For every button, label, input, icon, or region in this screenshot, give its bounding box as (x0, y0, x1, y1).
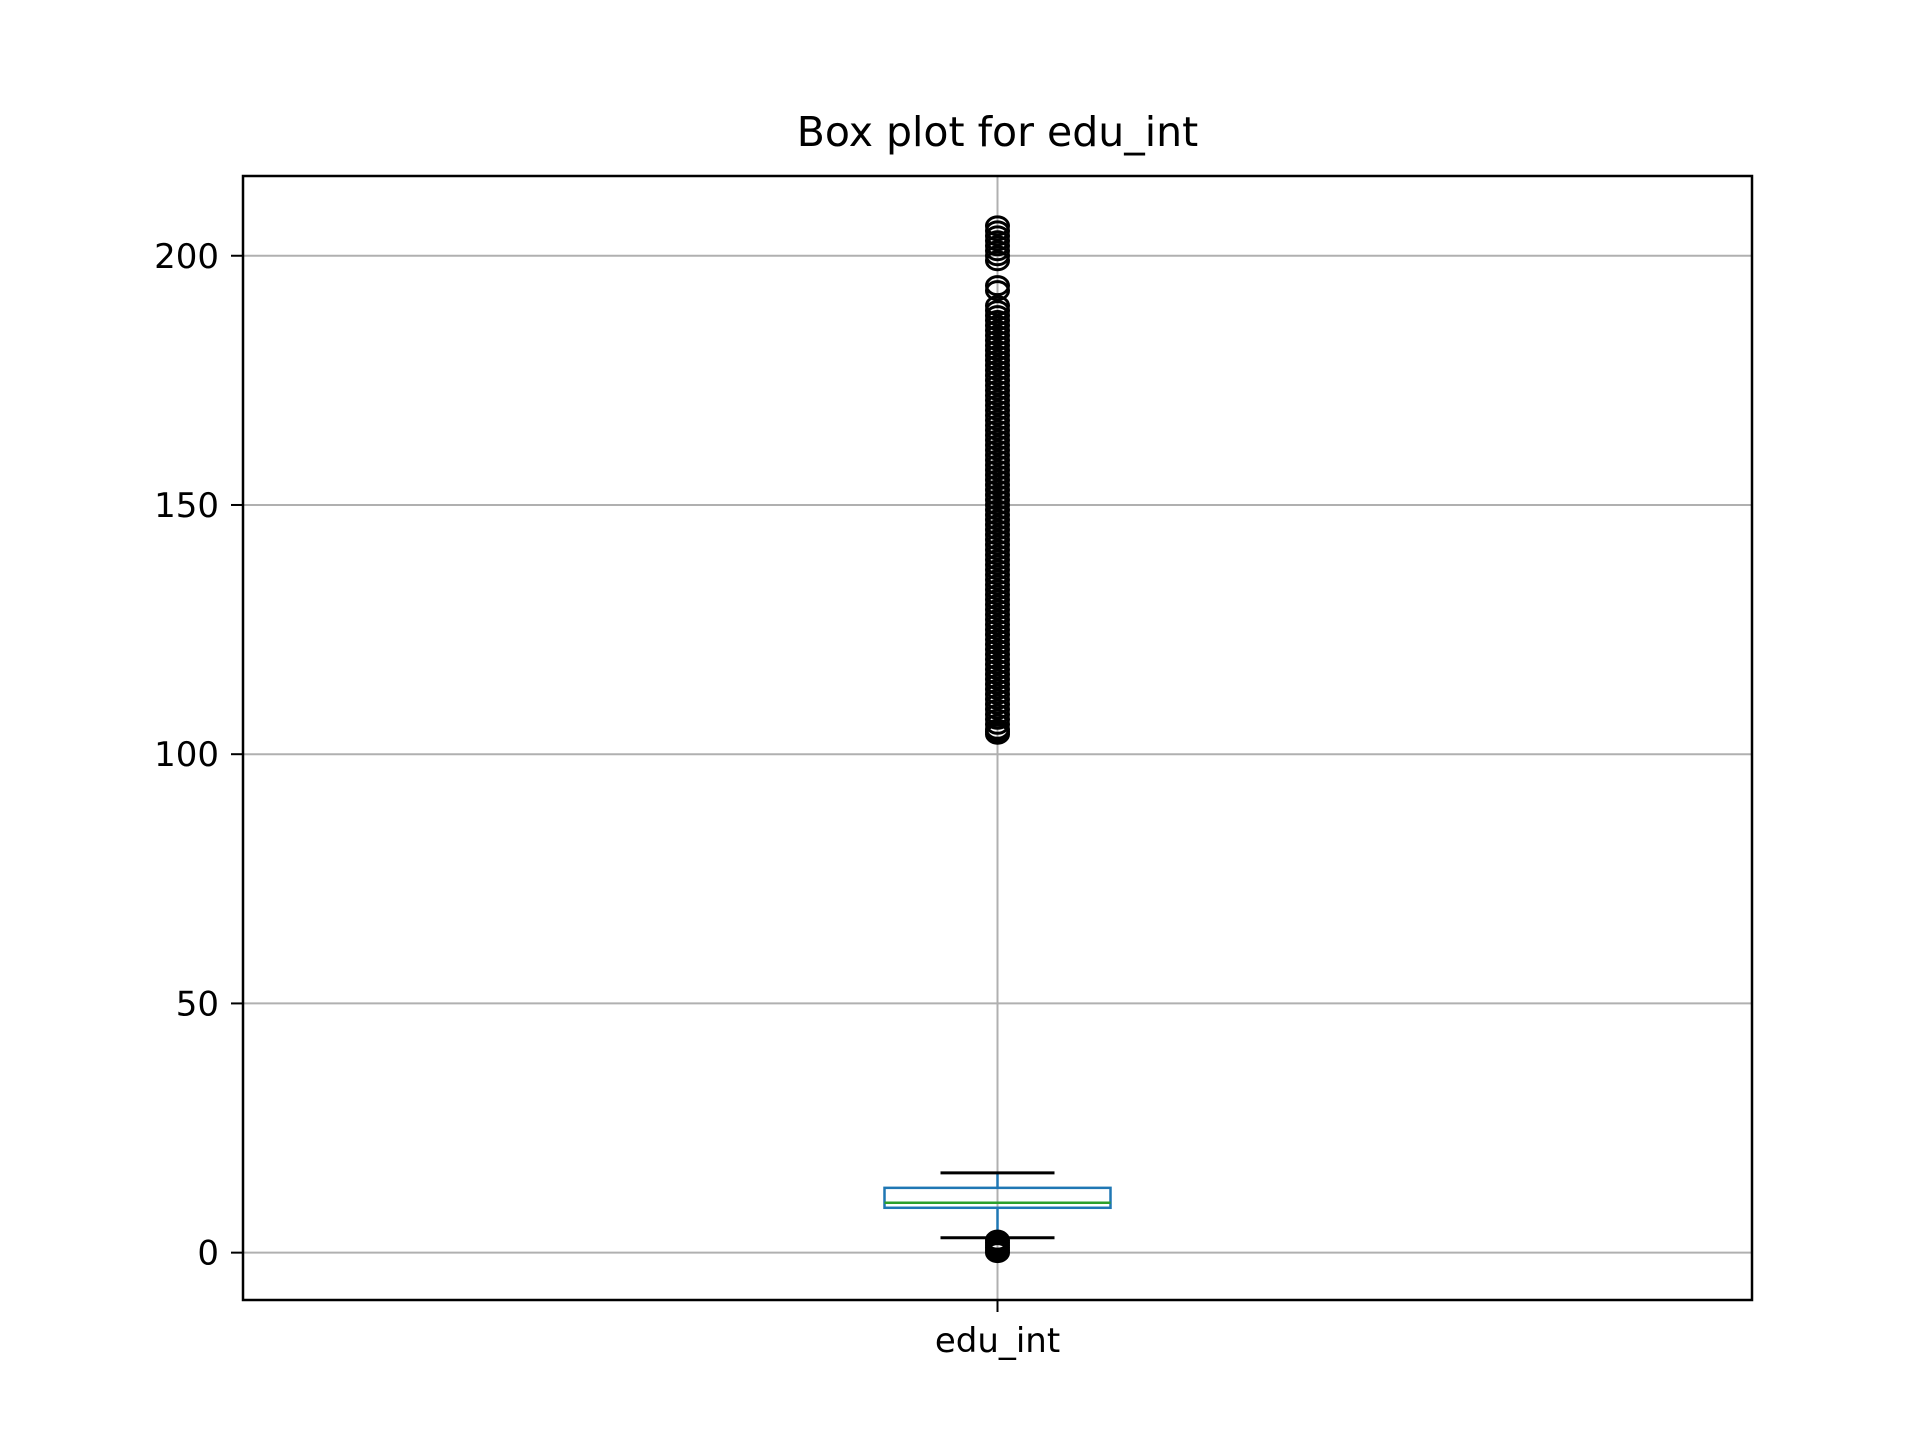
y-tick-label: 100 (154, 735, 219, 775)
outlier-point (985, 215, 1010, 237)
y-tick-label: 0 (197, 1234, 219, 1274)
axes-frame (241, 174, 1754, 1302)
axis-ticks: 0 50 100 150 200 edu_int (154, 237, 1060, 1361)
outlier-point (985, 275, 1010, 297)
outlier-point (985, 1229, 1010, 1251)
interquartile-box (883, 1186, 1112, 1210)
outlier-point (985, 295, 1010, 317)
y-tick-label: 150 (154, 486, 219, 526)
chart-title: Box plot for edu_int (797, 108, 1198, 156)
y-tick-label: 200 (154, 237, 219, 277)
x-tick-label: edu_int (935, 1321, 1060, 1361)
box-group (883, 215, 1112, 1264)
box-plot-series (883, 215, 1112, 1264)
y-tick-label: 50 (176, 984, 219, 1024)
